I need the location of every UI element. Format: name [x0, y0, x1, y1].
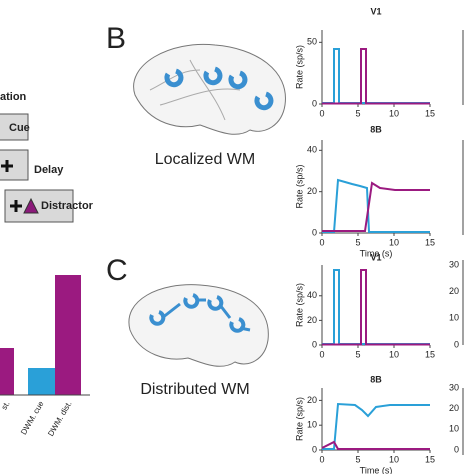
step-label: Delay — [34, 164, 64, 176]
axes — [321, 388, 430, 451]
x-tick-label: 0 — [319, 108, 324, 118]
y-axis-label: Rate (sp/s) — [294, 164, 304, 208]
plot-title: 8B — [370, 124, 382, 134]
bar-label: DWM. cue — [19, 399, 46, 436]
nodes — [164, 66, 274, 111]
y-tick-label: 30 — [449, 259, 459, 269]
y-tick-label: 10 — [449, 424, 459, 434]
fixation-cross — [10, 200, 22, 212]
x-tick-label: 5 — [355, 349, 360, 359]
caption: Distributed WM — [140, 381, 249, 398]
y-tick-label: 30 — [449, 382, 459, 392]
y-tick-label: 0 — [312, 339, 317, 349]
step-label: Cue — [9, 122, 30, 134]
y-tick-label: 10 — [307, 420, 317, 430]
y-tick-label: 0 — [454, 339, 459, 349]
y-tick-label: 20 — [449, 403, 459, 413]
bar-label: DWM. dist. — [46, 400, 73, 438]
x-tick-label: 10 — [389, 108, 399, 118]
plot-title: 8B — [370, 374, 382, 384]
bar — [0, 348, 14, 395]
panel-label: B — [106, 22, 126, 55]
y-tick-label: 40 — [307, 290, 317, 300]
cue-box — [0, 113, 29, 141]
x-tick-label: 0 — [319, 349, 324, 359]
y-tick-label: 20 — [307, 186, 317, 196]
step-label: Distractor — [41, 200, 94, 212]
y-axis-label: Rate (sp/s) — [294, 45, 304, 89]
trace — [322, 48, 430, 104]
trace — [322, 269, 430, 346]
y-axis-label: Rate (sp/s) — [294, 397, 304, 441]
fixation-cross — [1, 160, 13, 172]
trace — [322, 178, 430, 233]
trace — [322, 181, 430, 232]
brain-sulci — [149, 59, 241, 121]
distractor-icon — [23, 197, 39, 214]
x-tick-label: 5 — [355, 454, 360, 464]
plot-title: V1 — [370, 6, 381, 16]
y-tick-label: 0 — [454, 444, 459, 454]
y-axis-label: Rate (sp/s) — [294, 283, 304, 327]
brain — [128, 284, 269, 367]
x-tick-label: 0 — [319, 237, 324, 247]
plot-title: V1 — [370, 252, 381, 262]
y-tick-label: 20 — [307, 315, 317, 325]
x-tick-label: 5 — [355, 237, 360, 247]
y-tick-label: 20 — [449, 286, 459, 296]
trace — [321, 440, 430, 450]
x-axis-label: Time (s) — [360, 465, 393, 474]
caption: Localized WM — [155, 151, 255, 168]
trace — [322, 402, 430, 450]
panel-label: C — [106, 254, 128, 287]
y-tick-label: 0 — [312, 98, 317, 108]
x-tick-label: 5 — [355, 108, 360, 118]
bar — [28, 368, 55, 395]
y-tick-label: 40 — [307, 145, 317, 155]
y-tick-label: 0 — [312, 444, 317, 454]
y-tick-label: 50 — [307, 37, 317, 47]
trace — [322, 48, 430, 105]
x-tick-label: 10 — [389, 454, 399, 464]
x-tick-label: 10 — [389, 237, 399, 247]
x-tick-label: 15 — [425, 108, 435, 118]
y-tick-label: 10 — [449, 313, 459, 323]
bar — [55, 275, 81, 395]
x-axis-label: Time (s) — [360, 248, 393, 258]
x-tick-label: 10 — [389, 349, 399, 359]
nodes — [149, 293, 251, 333]
x-tick-label: 15 — [425, 349, 435, 359]
y-tick-label: 0 — [312, 227, 317, 237]
trace — [322, 269, 430, 345]
distractor-box — [4, 189, 74, 223]
heading: ation — [0, 91, 27, 103]
x-tick-label: 0 — [319, 454, 324, 464]
x-tick-label: 15 — [425, 237, 435, 247]
brain — [133, 43, 286, 135]
y-tick-label: 20 — [307, 395, 317, 405]
x-tick-label: 15 — [425, 454, 435, 464]
bar-label: st. — [0, 400, 12, 412]
